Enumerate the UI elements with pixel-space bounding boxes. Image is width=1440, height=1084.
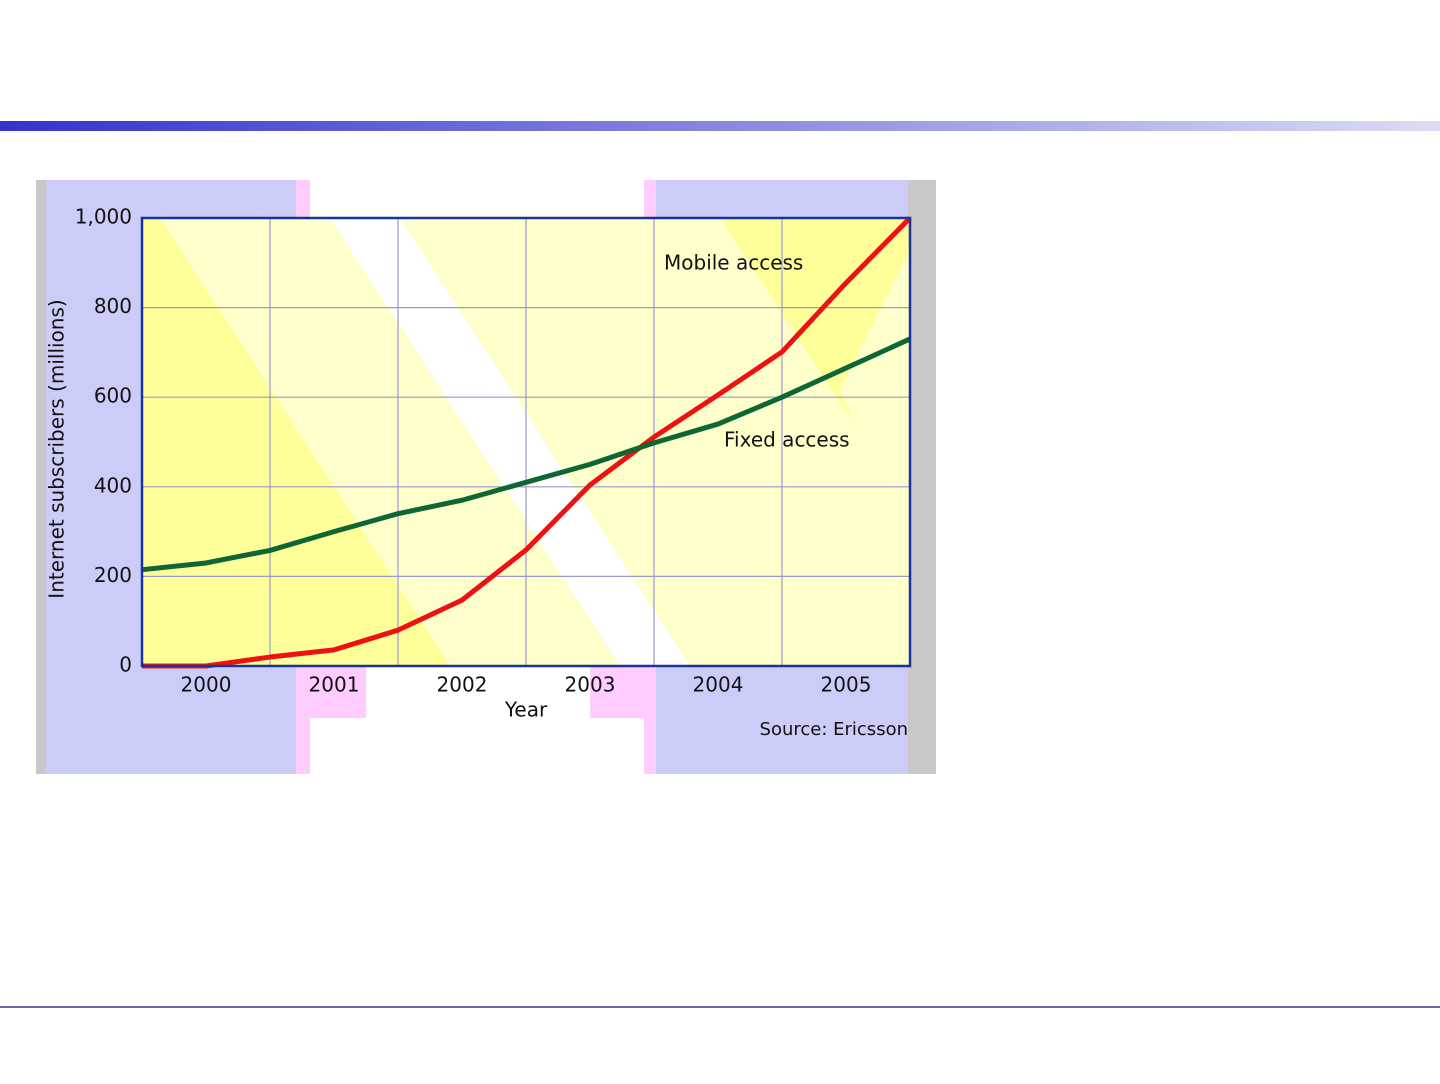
y-tick-label: 800	[94, 294, 132, 318]
y-tick-label: 400	[94, 473, 132, 497]
x-tick-label: 2001	[309, 673, 360, 697]
x-tick-label: 2004	[693, 673, 744, 697]
annotation: Fixed access	[724, 428, 850, 452]
series-line	[141, 336, 912, 573]
y-tick-label: 200	[94, 563, 132, 587]
header-bar	[0, 121, 1440, 131]
annotation: Mobile access	[664, 251, 803, 275]
y-tick-label: 0	[119, 653, 132, 677]
y-tick-label: 600	[94, 384, 132, 408]
x-tick-label: 2000	[181, 673, 232, 697]
x-tick-label: 2003	[565, 673, 616, 697]
x-axis-label: Year	[504, 698, 548, 722]
series-line	[142, 216, 912, 669]
x-tick-label: 2002	[437, 673, 488, 697]
plot-frame	[140, 216, 912, 668]
y-axis-label: Internet subscribers (millions)	[45, 299, 69, 598]
source-note: Source: Ericsson	[760, 719, 908, 740]
x-tick-label: 2005	[821, 673, 872, 697]
y-tick-label: 1,000	[75, 205, 132, 229]
